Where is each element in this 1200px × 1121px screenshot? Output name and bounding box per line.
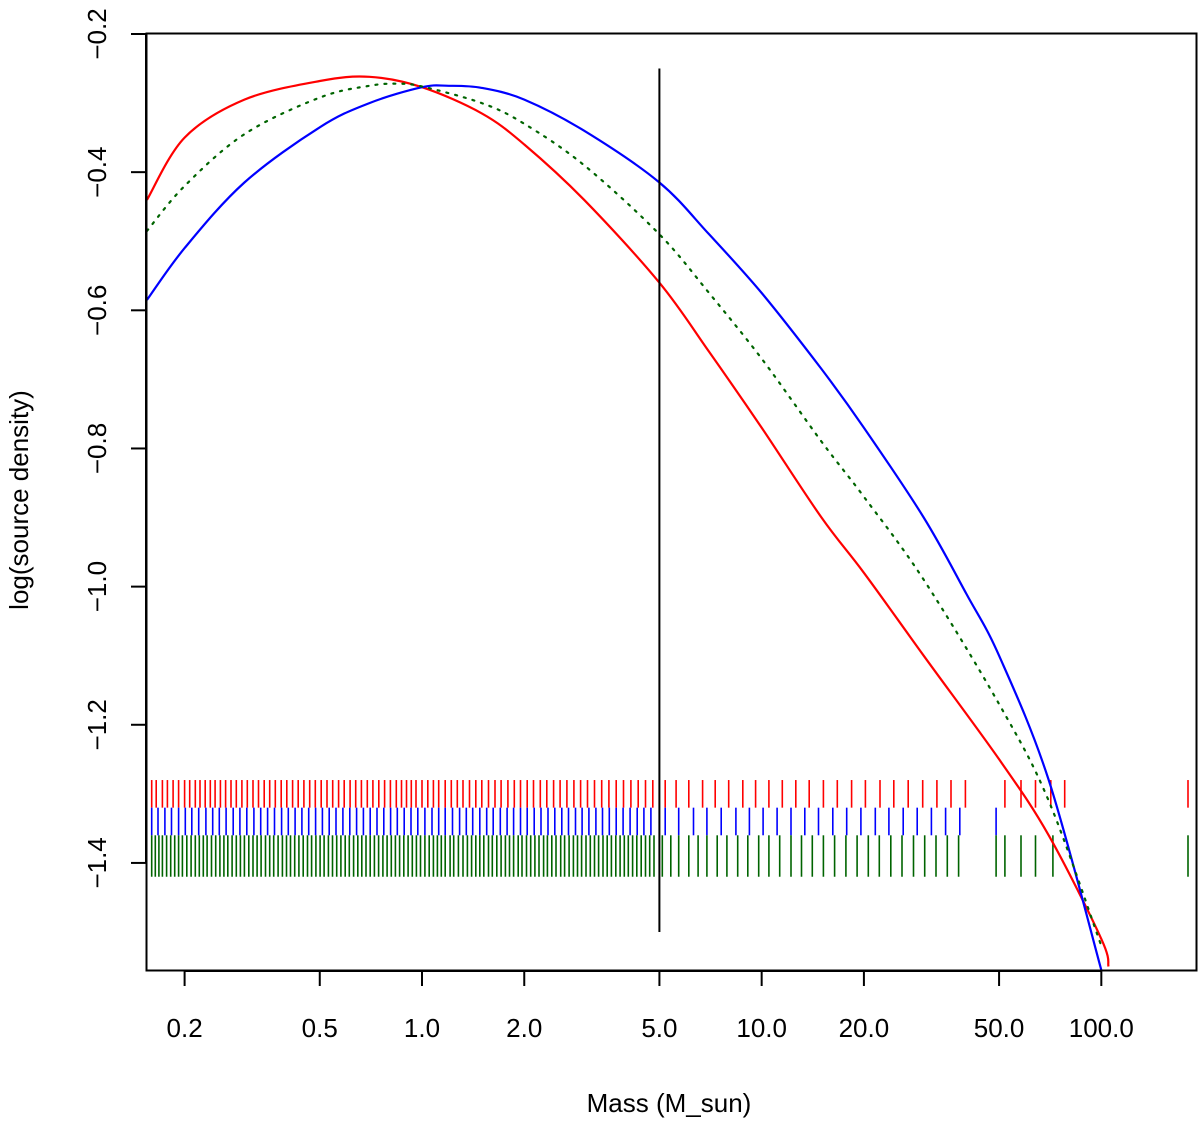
y-tick-label-1: −0.4	[82, 147, 112, 198]
x-axis: 0.2 0.5 1.0 2.0 5.0 10.0 20.0 50.0 100.0	[167, 970, 1134, 1043]
x-tick-label-4: 5.0	[641, 1013, 677, 1043]
x-tick-label-0: 0.2	[167, 1013, 203, 1043]
rug-0	[150, 780, 1189, 808]
rug-2	[150, 835, 1189, 877]
y-tick-label-5: −1.2	[82, 699, 112, 750]
y-tick-label-6: −1.4	[82, 837, 112, 888]
y-tick-label-0: −0.2	[82, 8, 112, 59]
x-tick-label-3: 2.0	[506, 1013, 542, 1043]
x-tick-label-8: 100.0	[1069, 1013, 1134, 1043]
curve-layer	[145, 75, 1110, 971]
x-axis-title: Mass (M_sun)	[587, 1088, 752, 1118]
x-tick-label-6: 20.0	[839, 1013, 890, 1043]
x-tick-label-1: 0.5	[302, 1013, 338, 1043]
y-tick-label-4: −1.0	[82, 561, 112, 612]
x-tick-label-2: 1.0	[404, 1013, 440, 1043]
y-tick-label-2: −0.6	[82, 285, 112, 336]
x-tick-label-5: 10.0	[736, 1013, 787, 1043]
x-tick-label-7: 50.0	[974, 1013, 1025, 1043]
y-axis-title: log(source density)	[4, 390, 34, 610]
y-axis: −0.2 −0.4 −0.6 −0.8 −1.0 −1.2 −1.4	[82, 8, 147, 889]
series-0-line	[146, 75, 1110, 967]
y-tick-label-3: −0.8	[82, 423, 112, 474]
rug-1	[150, 807, 997, 836]
rug-layer	[150, 780, 1189, 877]
series-1-line	[146, 84, 1103, 971]
